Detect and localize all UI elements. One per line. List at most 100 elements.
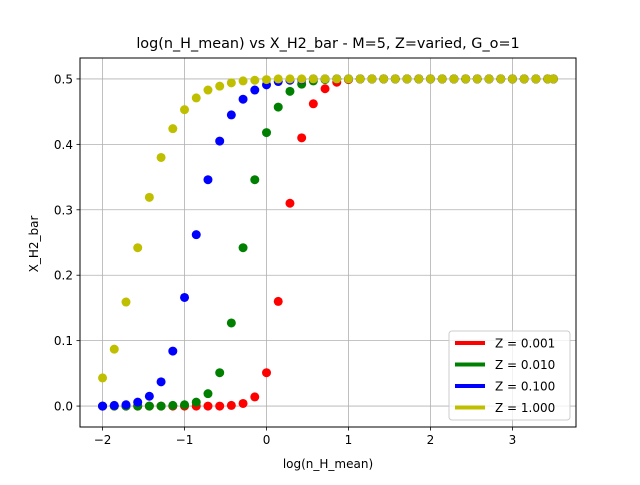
data-point xyxy=(133,397,143,407)
data-point xyxy=(226,110,236,120)
data-point xyxy=(109,344,119,354)
x-axis-label: log(n_H_mean) xyxy=(283,457,373,471)
data-point xyxy=(332,74,342,84)
data-point xyxy=(215,136,225,146)
data-point xyxy=(203,401,213,411)
series-group xyxy=(98,74,558,383)
data-point xyxy=(121,297,131,307)
data-point xyxy=(121,400,131,410)
x-tick-label: 3 xyxy=(509,433,517,447)
data-point xyxy=(548,74,558,84)
data-point xyxy=(191,397,201,407)
y-axis-label: X_H2_bar xyxy=(27,216,41,273)
data-point xyxy=(250,85,260,95)
plot-frame xyxy=(79,57,577,428)
data-point xyxy=(98,401,108,411)
data-point xyxy=(519,74,529,84)
data-point xyxy=(414,74,424,84)
data-point xyxy=(472,74,482,84)
data-point xyxy=(461,74,471,84)
data-point xyxy=(180,400,190,410)
data-point xyxy=(203,85,213,95)
data-point xyxy=(308,99,318,109)
data-point xyxy=(273,296,283,306)
x-tick-label: −2 xyxy=(94,433,112,447)
data-point xyxy=(297,133,307,143)
data-point xyxy=(168,346,178,356)
data-point xyxy=(484,74,494,84)
data-point xyxy=(180,292,190,302)
data-point xyxy=(262,368,272,378)
data-point xyxy=(215,81,225,91)
data-point xyxy=(285,74,295,84)
data-point xyxy=(144,391,154,401)
data-point xyxy=(449,74,459,84)
data-point xyxy=(156,401,166,411)
data-point xyxy=(297,74,307,84)
data-point xyxy=(273,102,283,112)
y-tick-label: 0.5 xyxy=(54,72,73,86)
data-point xyxy=(156,152,166,162)
data-point xyxy=(273,74,283,84)
data-point xyxy=(180,105,190,115)
data-point xyxy=(262,75,272,85)
data-point xyxy=(343,74,353,84)
data-point xyxy=(168,124,178,134)
data-point xyxy=(390,74,400,84)
data-point xyxy=(320,74,330,84)
data-point xyxy=(238,398,248,408)
data-point xyxy=(238,76,248,86)
data-point xyxy=(203,175,213,185)
y-tick-label: 0.4 xyxy=(54,138,73,152)
data-point xyxy=(226,400,236,410)
data-point xyxy=(496,74,506,84)
chart-title: log(n_H_mean) vs X_H2_bar - M=5, Z=varie… xyxy=(136,36,519,52)
data-point xyxy=(250,392,260,402)
y-tick-label: 0.2 xyxy=(54,269,73,283)
legend-box xyxy=(448,330,571,421)
data-point xyxy=(285,86,295,96)
data-point xyxy=(156,377,166,387)
x-tick-label: 0 xyxy=(263,433,271,447)
y-tick-label: 0.1 xyxy=(54,334,73,348)
data-point xyxy=(437,74,447,84)
data-points xyxy=(98,74,558,411)
data-point xyxy=(144,192,154,202)
legend-label: Z = 0.001 xyxy=(495,337,555,351)
data-point xyxy=(133,243,143,253)
data-point xyxy=(238,94,248,104)
x-tick-label: −1 xyxy=(176,433,194,447)
data-point xyxy=(215,401,225,411)
data-point xyxy=(191,230,201,240)
legend-label: Z = 0.100 xyxy=(495,380,555,394)
data-point xyxy=(379,74,389,84)
data-point xyxy=(308,74,318,84)
data-point xyxy=(191,93,201,103)
data-point xyxy=(531,74,541,84)
data-point xyxy=(98,373,108,383)
data-point xyxy=(144,401,154,411)
axis-ticks: −2 −1 0 1 2 3 0.0 0.1 0.2 0.3 0.4 0.5 xyxy=(54,72,516,447)
data-point xyxy=(367,74,377,84)
data-point xyxy=(238,243,248,253)
data-point xyxy=(262,128,272,138)
data-point xyxy=(250,175,260,185)
y-tick-label: 0.3 xyxy=(54,203,73,217)
data-point xyxy=(226,318,236,328)
x-tick-label: 2 xyxy=(427,433,435,447)
y-tick-label: 0.0 xyxy=(54,400,73,414)
data-point xyxy=(109,400,119,410)
data-point xyxy=(507,74,517,84)
legend: Z = 0.001 Z = 0.010 Z = 0.100 Z = 1.000 xyxy=(448,330,571,421)
data-point xyxy=(285,198,295,208)
data-point xyxy=(203,389,213,399)
data-point xyxy=(168,400,178,410)
legend-label: Z = 0.010 xyxy=(495,358,555,372)
data-point xyxy=(215,368,225,378)
x-tick-label: 1 xyxy=(345,433,353,447)
data-point xyxy=(250,75,260,85)
data-point xyxy=(402,74,412,84)
legend-label: Z = 1.000 xyxy=(495,401,555,415)
